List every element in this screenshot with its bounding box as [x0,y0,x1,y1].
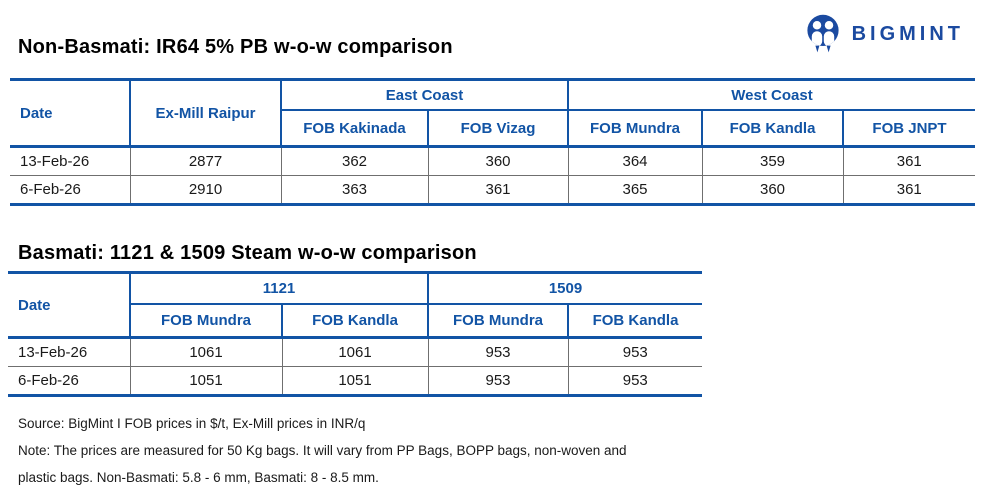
t2-subheader: FOB Mundra [427,304,569,339]
t1-subheader: FOB JNPT [841,110,976,148]
t2-header-date: Date [8,271,130,339]
t2-r2-1509-mundra: 953 [427,366,569,397]
t1-r1-kandla: 359 [701,146,843,176]
t1-r1-exmill: 2877 [129,146,281,176]
t2-r1-1121-mundra: 1061 [129,337,282,367]
t1-r2-jnpt: 361 [842,175,976,206]
t2-header-1509: 1509 [427,271,703,305]
t1-subheader: FOB Vizag [427,110,568,148]
t1-r2-date: 6-Feb-26 [10,175,130,206]
t2-r1-1509-mundra: 953 [427,337,569,367]
t2-header-1121: 1121 [128,271,429,305]
basmati-title: Basmati: 1121 & 1509 Steam w-o-w compari… [18,242,477,264]
t2-r2-1121-mundra: 1051 [129,366,282,397]
table-row: 6-Feb-26 1051 1051 953 953 [8,366,703,397]
table-row: 13-Feb-26 2877 362 360 364 359 361 [10,146,976,176]
footer-notes: Source: BigMint I FOB prices in $/t, Ex-… [18,410,627,491]
t1-subheader: FOB Mundra [567,110,702,148]
t2-subheader: FOB Mundra [129,304,282,339]
basmati-table: Date 1121 1509 FOB Mundra FOB Kandla FOB… [8,271,703,397]
t2-r2-1509-kandla: 953 [567,366,703,397]
t2-subheader: FOB Kandla [280,304,429,339]
source-note: Source: BigMint I FOB prices in $/t, Ex-… [18,416,366,431]
t2-r1-1509-kandla: 953 [567,337,703,367]
t2-r1-1121-kandla: 1061 [281,337,429,367]
t1-subheader: FOB Kandla [701,110,843,148]
t1-header-east-coast: East Coast [280,78,568,111]
logo-wordmark: BIGMINT [851,22,964,45]
table-row: 6-Feb-26 2910 363 361 365 360 361 [10,175,976,206]
t2-subheader: FOB Kandla [567,304,703,339]
bigmint-logo: BIGMINT [803,13,964,55]
t1-r2-kandla: 360 [701,175,843,206]
t1-r1-jnpt: 361 [842,146,976,176]
t2-r2-1121-kandla: 1051 [281,366,429,397]
non-basmati-table: Date Ex-Mill Raipur East Coast West Coas… [10,78,976,206]
t1-subheader: FOB Kakinada [280,110,428,148]
t1-r2-exmill: 2910 [129,175,281,206]
table-row: 13-Feb-26 1061 1061 953 953 [8,337,703,367]
bag-note-line2: plastic bags. Non-Basmati: 5.8 - 6 mm, B… [18,470,379,485]
t1-header-west-coast: West Coast [566,78,976,111]
t2-r2-date: 6-Feb-26 [8,366,130,397]
t1-r1-vizag: 360 [427,146,568,176]
t2-r1-date: 13-Feb-26 [8,337,130,367]
t1-r2-mundra: 365 [567,175,702,206]
t1-r1-kakinada: 362 [280,146,428,176]
t1-header-date: Date [10,78,130,148]
bag-note-line1: Note: The prices are measured for 50 Kg … [18,443,627,458]
t1-r2-vizag: 361 [427,175,568,206]
t1-header-exmill: Ex-Mill Raipur [129,78,281,148]
t1-r1-date: 13-Feb-26 [10,146,130,176]
t1-r1-mundra: 364 [567,146,702,176]
t1-r2-kakinada: 363 [280,175,428,206]
bigmint-people-icon [806,14,839,53]
non-basmati-title: Non-Basmati: IR64 5% PB w-o-w comparison [18,36,453,58]
